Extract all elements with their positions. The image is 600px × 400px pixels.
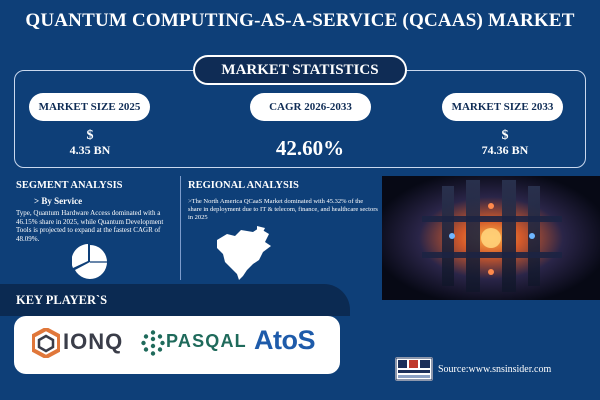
ionq-logo: IONQ — [63, 329, 124, 354]
ionq-logo-mark — [32, 328, 60, 358]
pasqal-logo: PASQAL — [166, 331, 247, 351]
key-players-logos — [14, 316, 340, 374]
section-divider — [180, 176, 181, 280]
market-size-2025-value: $ 4.35 BN — [40, 128, 140, 158]
regional-analysis-text: >The North America QCaaS Market dominate… — [188, 198, 378, 221]
market-statistics-heading: MARKET STATISTICS — [193, 55, 407, 85]
market-size-2033-amount: 74.36 BN — [481, 143, 529, 157]
source-text: Source:www.snsinsider.com — [438, 364, 552, 375]
key-players-heading: KEY PLAYER`S — [16, 293, 108, 307]
atos-logo: AtoS — [254, 325, 316, 355]
regional-analysis-heading: REGIONAL ANALYSIS — [188, 180, 299, 191]
segment-analysis-heading: SEGMENT ANALYSIS — [16, 180, 123, 191]
market-size-2025-amount: 4.35 BN — [69, 143, 111, 157]
currency-prefix: $ — [86, 128, 94, 143]
north-america-map-icon — [217, 226, 271, 280]
segment-subheading: > By Service — [34, 196, 83, 206]
market-size-2033-label: MARKET SIZE 2033 — [442, 93, 563, 121]
segment-analysis-text: Type, Quantum Hardware Access dominated … — [16, 209, 164, 243]
page-title: QUANTUM COMPUTING-AS-A-SERVICE (QCAAS) M… — [25, 10, 575, 31]
market-size-2033-value: $ 74.36 BN — [450, 128, 560, 158]
sns-insider-logo — [395, 357, 433, 381]
pie-chart-icon — [72, 244, 107, 279]
cagr-value: 42.60% — [275, 136, 345, 160]
key-players-band — [0, 284, 350, 316]
pasqal-logo-mark — [141, 330, 165, 356]
currency-prefix: $ — [501, 128, 509, 143]
cagr-label: CAGR 2026-2033 — [250, 93, 371, 121]
quantum-computer-image — [382, 176, 600, 300]
market-size-2025-label: MARKET SIZE 2025 — [29, 93, 150, 121]
